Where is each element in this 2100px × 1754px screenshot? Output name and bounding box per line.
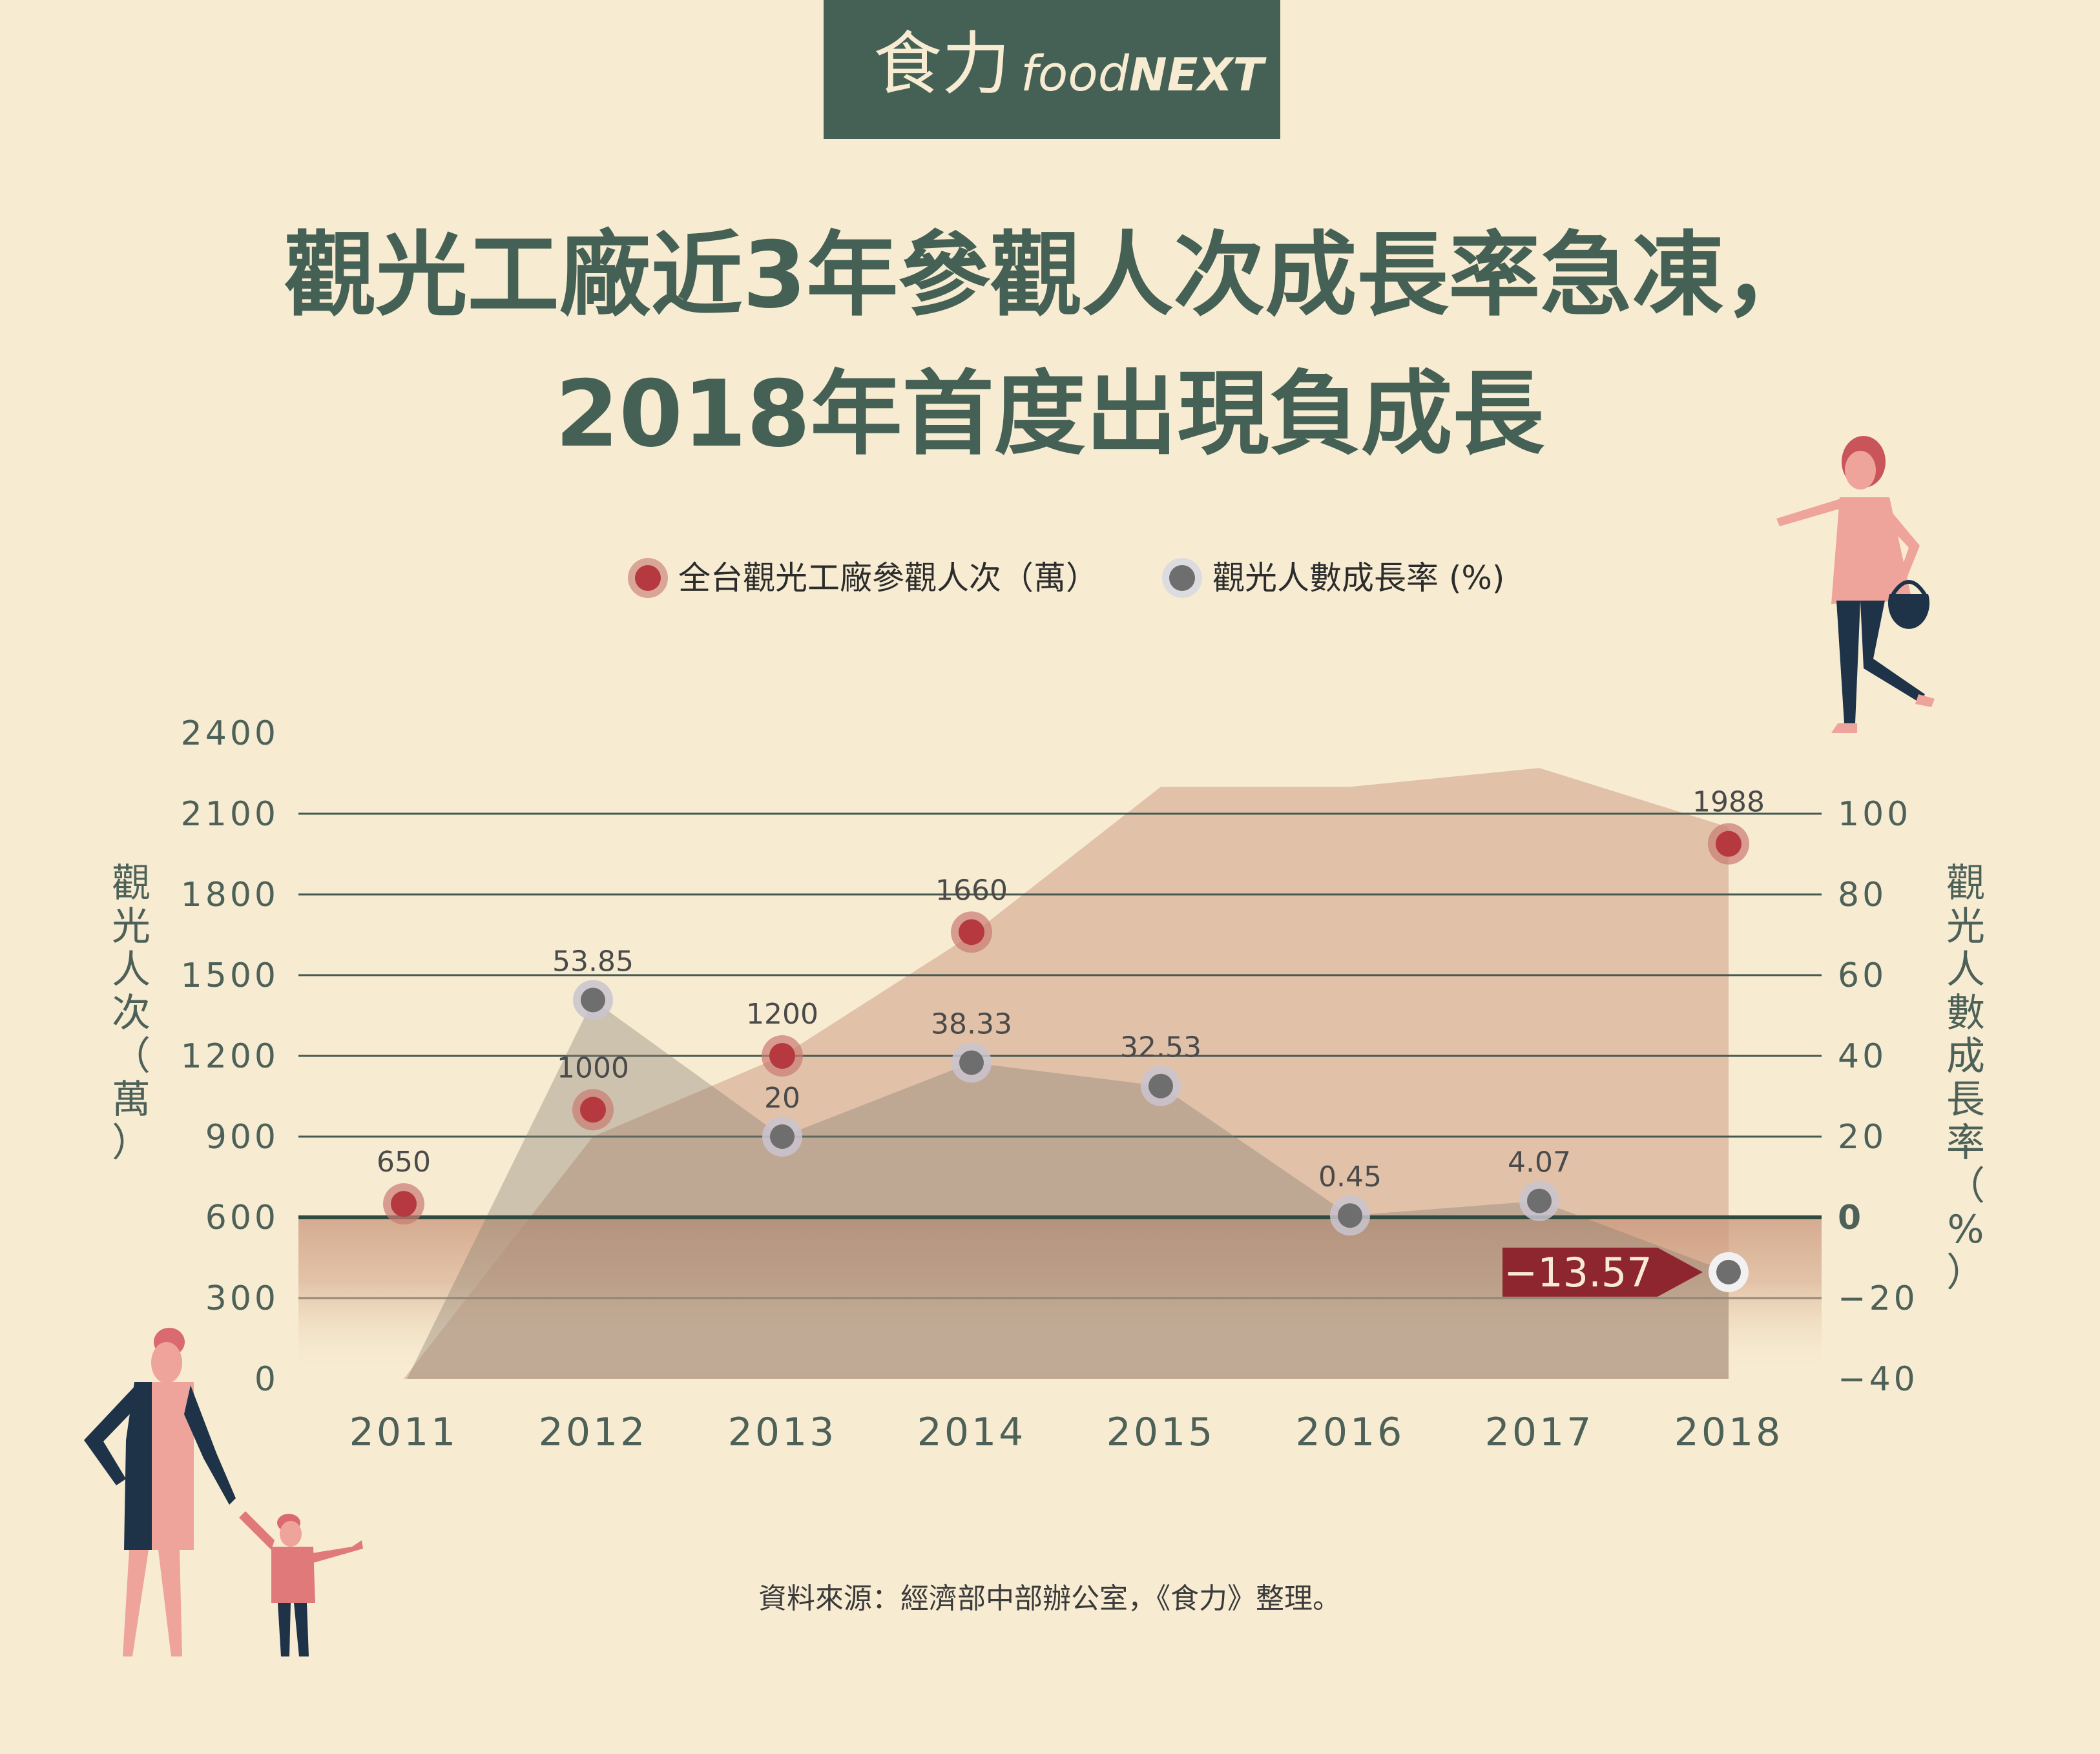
growth-data-label: 53.85 [552,945,634,978]
y-left-title-char: 萬 [112,1077,151,1122]
visitors-data-label: 650 [377,1146,431,1179]
y-right-title-char: 觀 [1946,861,1985,906]
y-right-title-char: 人 [1946,947,1985,993]
y-right-tick-label: 100 [1838,795,1911,834]
y-right-title-char: （ [1946,1164,1985,1209]
visitors-point [959,919,984,945]
x-tick-label: 2014 [917,1410,1026,1455]
logo-next: NEXT [1129,48,1267,101]
y-left-tick-label: 300 [205,1279,279,1318]
visitors-point [769,1043,795,1069]
visitors-data-label: 1988 [1692,786,1765,819]
x-tick-label: 2016 [1296,1410,1405,1455]
y-right-tick-label: 40 [1838,1037,1887,1076]
y-right-tick-label: −20 [1838,1279,1918,1318]
growth-data-label: 20 [764,1082,800,1115]
y-right-title-char: ） [1946,1250,1985,1295]
x-tick-label: 2015 [1107,1410,1216,1455]
y-right-tick-label: 80 [1838,876,1887,914]
title-line-2: 2018年首度出現負成長 [555,361,1544,468]
y-right-tick-label: 0 [1838,1199,1864,1237]
visitors-data-label: 1000 [557,1051,629,1084]
growth-data-label: 0.45 [1318,1161,1382,1193]
y-right-title-char: 成 [1946,1034,1985,1079]
x-tick-label: 2013 [728,1410,837,1455]
growth-point [959,1050,984,1075]
growth-point [1338,1203,1362,1228]
y-right-title-char: 數 [1946,991,1985,1036]
x-tick-label: 2018 [1674,1410,1783,1455]
y-left-title-char: ） [112,1120,151,1166]
logo: 食力 foodNEXT [824,0,1280,139]
plot-area: 0 300 600 900 1200 1500 1800 2100 2400 −40 −20 0 20 4… [112,714,1985,1455]
growth-point [1527,1188,1552,1213]
legend: 全台觀光工廠參觀人次（萬） 觀光人數成長率 (%) [628,558,1504,598]
legend-visitors-label: 全台觀光工廠參觀人次（萬） [678,559,1098,597]
x-tick-label: 2012 [539,1410,648,1455]
y-left-tick-label: 0 [255,1360,279,1399]
y-left-tick-label: 1200 [181,1037,279,1076]
y-left-tick-label: 600 [205,1199,279,1237]
x-tick-label: 2011 [349,1410,459,1455]
growth-data-label: 4.07 [1508,1146,1571,1179]
y-left-tick-label: 900 [205,1118,279,1157]
source-note: 資料來源：經濟部中部辦公室，《食力》整理。 [758,1582,1341,1615]
growth-point [770,1124,795,1149]
legend-growth-label: 觀光人數成長率 (%) [1212,559,1504,597]
growth-point [1149,1073,1173,1099]
growth-point [581,987,605,1013]
y-left-tick-label: 2400 [181,714,279,753]
visitors-point [580,1097,606,1123]
growth-data-label: 38.33 [931,1007,1012,1040]
logo-food: food [1021,45,1130,102]
y-left-title-char: 人 [112,947,151,993]
x-tick-label: 2017 [1485,1410,1594,1455]
parent-child-illustration [84,1328,363,1656]
growth-data-label: 32.53 [1120,1031,1201,1064]
legend-growth-marker [1169,565,1195,591]
y-right-tick-label: −40 [1838,1360,1918,1399]
legend-visitors-marker [635,565,661,591]
woman-walking-illustration [1776,436,1935,733]
y-right-title-char: 光 [1946,904,1985,949]
svg-text:foodNEXT: foodNEXT [1021,45,1267,102]
visitors-point [391,1191,417,1217]
y-left-title-char: 次 [112,991,151,1036]
visitors-point [1716,831,1741,857]
y-left-tick-label: 1800 [181,876,279,914]
visitors-data-label: 1660 [935,874,1008,907]
y-left-title-char: 光 [112,904,151,949]
highlight-callout-label: −13.57 [1504,1249,1652,1296]
growth-area [407,1000,1729,1379]
highlight-callout [1502,1247,1703,1297]
y-left-title-char: 觀 [112,861,151,906]
y-left-tick-label: 1500 [181,956,279,995]
title-line-1: 觀光工廠近3年參觀人次成長率急凍， [284,222,1816,329]
y-right-title-char: % [1947,1207,1984,1252]
logo-cn: 食力 [873,25,1010,104]
zero-band [298,1217,1822,1379]
y-right-tick-label: 60 [1838,956,1887,995]
y-left-title-char: （ [112,1034,151,1079]
y-right-title-char: 長 [1946,1077,1985,1122]
visitors-data-label: 1200 [746,998,818,1031]
y-left-tick-label: 2100 [181,795,279,834]
y-right-tick-label: 20 [1838,1118,1887,1157]
y-right-title-char: 率 [1946,1120,1985,1166]
growth-point [1716,1259,1741,1285]
